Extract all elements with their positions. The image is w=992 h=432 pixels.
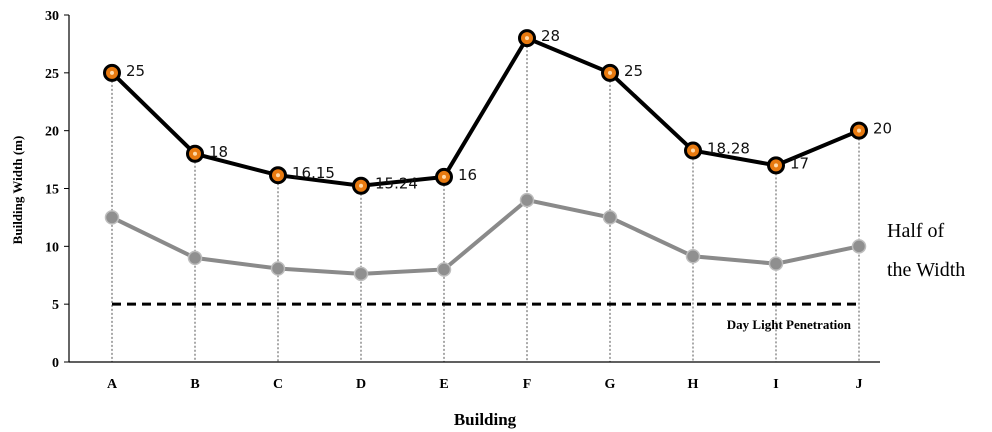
x-tick-label: B: [190, 377, 199, 392]
y-tick-label: 0: [52, 356, 59, 371]
x-tick-label: I: [773, 377, 778, 392]
point-width-highlight: [857, 128, 861, 133]
x-tick-label: J: [856, 377, 863, 392]
point-half-width: [685, 249, 701, 264]
data-label: 25: [624, 62, 643, 80]
series-layer: [103, 29, 868, 282]
annotation-line-1: Half of: [887, 220, 945, 242]
point-width-highlight: [608, 70, 612, 75]
data-label: 25: [126, 62, 145, 80]
y-tick-label: 10: [45, 240, 59, 255]
point-half-width: [270, 261, 286, 276]
data-label: 20: [873, 120, 892, 138]
data-label: 18.28: [707, 140, 750, 158]
data-label: 16: [458, 166, 477, 184]
point-half-width: [519, 192, 535, 208]
point-width-highlight: [691, 148, 695, 153]
x-axis-title: Building: [454, 410, 517, 429]
x-tick-label: A: [107, 377, 118, 392]
point-half-width: [353, 266, 369, 282]
y-tick-label: 25: [45, 67, 59, 82]
point-width-highlight: [525, 36, 529, 41]
annotation-line-2: the Width: [887, 259, 965, 281]
x-tick-label: C: [273, 377, 283, 392]
point-width-highlight: [110, 70, 114, 75]
data-label: 15.24: [375, 175, 418, 193]
x-tick-label: D: [356, 377, 366, 392]
y-tick-label: 5: [52, 298, 59, 313]
point-half-width: [602, 210, 618, 225]
x-axis-ticks: A B C D E F G H I J: [107, 377, 863, 392]
point-half-width: [768, 256, 784, 271]
point-half-width: [187, 250, 203, 266]
point-width-highlight: [442, 174, 446, 179]
point-width-highlight: [359, 183, 363, 188]
series-line-width: [110, 35, 860, 188]
daylight-reference: Day Light Penetration: [112, 302, 859, 332]
point-width-highlight: [276, 173, 280, 178]
point-half-width: [436, 262, 452, 277]
y-axis-ticks: 0 5 10 15 20 25 30: [45, 9, 69, 371]
y-tick-label: 30: [45, 9, 59, 24]
x-tick-label: H: [688, 377, 699, 392]
y-tick-label: 15: [45, 183, 59, 198]
y-tick-label: 20: [45, 125, 59, 140]
point-width-highlight: [193, 151, 197, 156]
data-label: 18: [209, 143, 228, 161]
x-tick-label: F: [523, 377, 532, 392]
data-labels: 25 18 16.15 15.24 16 28 25 18.28 17 20: [126, 27, 892, 193]
data-label: 16.15: [292, 164, 335, 182]
data-label: 17: [790, 154, 809, 172]
point-half-width: [104, 210, 120, 225]
drop-lines: [111, 38, 860, 362]
series-line-half-width: [111, 197, 860, 276]
data-label: 28: [541, 27, 560, 45]
x-tick-label: E: [439, 377, 448, 392]
y-axis-title: Building Width (m): [10, 136, 25, 245]
point-width-highlight: [774, 163, 778, 168]
x-tick-label: G: [605, 377, 616, 392]
axes: [68, 15, 880, 363]
point-half-width: [851, 239, 867, 254]
reference-line-label: Day Light Penetration: [727, 317, 852, 332]
